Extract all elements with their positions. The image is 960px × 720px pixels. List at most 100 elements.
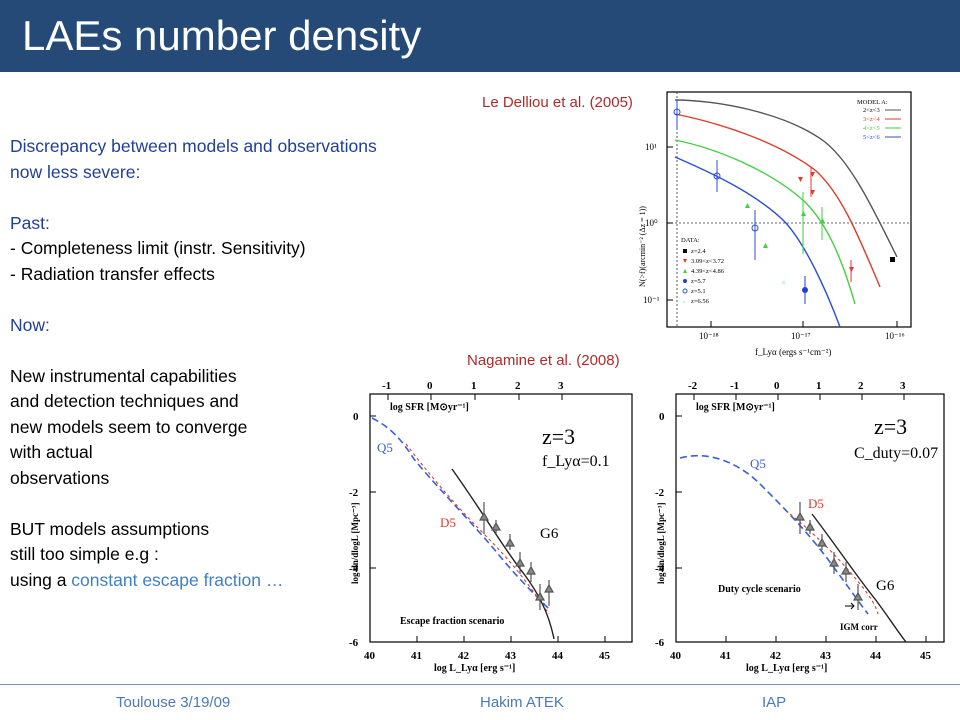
- citation-nagamine: Nagamine et al. (2008): [467, 352, 620, 369]
- now-line: and detection techniques and: [10, 391, 239, 411]
- legend-item: z=5.1: [691, 288, 706, 295]
- y-tick: 10⁰: [645, 218, 658, 228]
- legend: MODEL A: 2<z<3 3<z<4 4<z<5 5<z<6 DATA: z…: [681, 99, 901, 306]
- data-point-z4: [745, 203, 750, 208]
- top-axis-label: log SFR [M⊙yr⁻¹]: [696, 402, 775, 413]
- now-line: New instrumental capabilities: [10, 365, 237, 386]
- top-tick: 2: [515, 380, 521, 392]
- x-tick: 40: [670, 650, 682, 662]
- x-tick: 44: [870, 650, 882, 662]
- x-tick: 40: [364, 650, 376, 662]
- y-tick: -2: [655, 487, 665, 499]
- x-tick: 10⁻¹⁸: [699, 331, 719, 341]
- q5-label: Q5: [750, 456, 766, 471]
- top-tick: 1: [471, 380, 477, 392]
- y-axis-label: log dn/dlogL [Mpc⁻³]: [656, 503, 666, 584]
- x-tick: 10⁻¹⁷: [791, 331, 811, 341]
- chart-duty-cycle: z=3 C_duty=0.07 Q5 D5 G6 Duty cycle scen…: [655, 380, 945, 674]
- top-tick: 3: [558, 380, 564, 392]
- top-tick: 1: [816, 380, 822, 392]
- x-tick: 42: [770, 650, 782, 662]
- slide-title: LAEs number density: [22, 12, 422, 59]
- x-tick: 42: [458, 650, 470, 662]
- but-line: BUT models assumptions: [10, 518, 210, 539]
- top-tick: 0: [427, 380, 433, 392]
- title-bar: LAEs number density: [0, 0, 960, 72]
- data-point-z4: [763, 243, 768, 248]
- d5-label: D5: [440, 515, 456, 530]
- chart-escape-fraction: z=3 f_Lyα=0.1 Q5 D5 G6 Escape fraction s…: [349, 380, 633, 674]
- top-tick: -1: [730, 380, 739, 392]
- legend-item: 4<z<5: [863, 125, 880, 132]
- y-tick: 10⁻¹: [643, 295, 660, 305]
- param-label: C_duty=0.07: [854, 445, 938, 462]
- y-tick: 10¹: [645, 142, 657, 152]
- x-tick: 45: [920, 650, 932, 662]
- legend-item: 4.39<z<4.86: [691, 268, 725, 275]
- x-axis-label: f_Lyα (ergs s⁻¹cm⁻²): [755, 347, 831, 357]
- top-tick: -1: [382, 380, 391, 392]
- slide-body-text: Discrepancy between models and observati…: [10, 134, 377, 594]
- g6-label: G6: [876, 578, 895, 594]
- past-heading: Past:: [10, 212, 50, 233]
- past-item: - Radiation transfer effects: [10, 263, 215, 284]
- x-axis-label: log L_Lyα [erg s⁻¹]: [434, 663, 515, 674]
- x-tick: 10⁻¹⁶: [885, 331, 905, 341]
- top-axis-label: log SFR [M⊙yr⁻¹]: [390, 402, 469, 413]
- y-axis-label: N(>f)(arcmin⁻² (Δz = 1)): [638, 206, 647, 287]
- param-label: f_Lyα=0.1: [542, 453, 610, 470]
- y-tick: -4: [655, 563, 665, 575]
- z-label: z=3: [874, 414, 907, 439]
- now-heading: Now:: [10, 314, 50, 335]
- legend-title: MODEL A:: [857, 99, 888, 106]
- x-tick: 44: [552, 650, 564, 662]
- top-tick: 2: [858, 380, 864, 392]
- d5-label: D5: [808, 496, 824, 511]
- top-tick: 3: [900, 380, 906, 392]
- using-prefix: using a: [10, 569, 72, 590]
- x-axis-label: log L_Lyα [erg s⁻¹]: [746, 663, 827, 674]
- legend-item: z=2.4: [691, 248, 706, 255]
- legend-item: 2<z<3: [863, 107, 880, 114]
- legend-item: z=6.56: [691, 298, 710, 305]
- past-item: - Completeness limit (instr. Sensitivity…: [10, 238, 306, 258]
- escape-fraction-link: constant escape fraction …: [71, 569, 284, 590]
- data-point-z6-56: ×: [781, 278, 786, 288]
- footer-institute: IAP: [762, 694, 787, 711]
- y-tick: -4: [349, 563, 359, 575]
- y-tick: 0: [353, 411, 359, 423]
- x-tick: 43: [820, 650, 832, 662]
- intro-line-2: now less severe:: [10, 161, 141, 182]
- legend-item: 3.09<z<3.72: [691, 258, 724, 265]
- scenario-label: Duty cycle scenario: [718, 584, 801, 595]
- igm-label: IGM corr: [840, 622, 878, 632]
- now-line: observations: [10, 467, 110, 488]
- x-tick: 41: [720, 650, 731, 662]
- footer-author: Hakim ATEK: [480, 694, 564, 711]
- top-tick: -2: [688, 380, 698, 392]
- but-line: still too simple e.g :: [10, 544, 159, 564]
- g6-label: G6: [540, 526, 559, 542]
- q5-label: Q5: [377, 440, 393, 455]
- intro-line-1: Discrepancy between models and observati…: [10, 136, 377, 156]
- y-tick: 0: [659, 411, 665, 423]
- now-line: new models seem to converge: [10, 416, 248, 437]
- top-tick: 0: [774, 380, 780, 392]
- legend-item: 3<z<4: [863, 116, 880, 123]
- citation-le-delliou: Le Delliou et al. (2005): [482, 94, 633, 111]
- z-label: z=3: [542, 424, 575, 449]
- svg-text:×: ×: [682, 299, 686, 306]
- legend-item: z=5.7: [691, 278, 706, 285]
- using-line: using a constant escape fraction …: [10, 568, 355, 594]
- y-tick: -6: [655, 637, 665, 649]
- legend-item: 5<z<6: [863, 134, 880, 141]
- scenario-label: Escape fraction scenario: [400, 616, 504, 627]
- data-point-z3: [798, 177, 803, 182]
- footer-location-date: Toulouse 3/19/09: [116, 694, 231, 711]
- y-tick: -2: [349, 487, 359, 499]
- x-tick: 45: [599, 650, 611, 662]
- x-tick: 43: [505, 650, 517, 662]
- y-axis-label: log dn/dlogL [Mpc⁻³]: [350, 503, 360, 584]
- y-tick: -6: [349, 637, 359, 649]
- footer-divider: [0, 684, 960, 685]
